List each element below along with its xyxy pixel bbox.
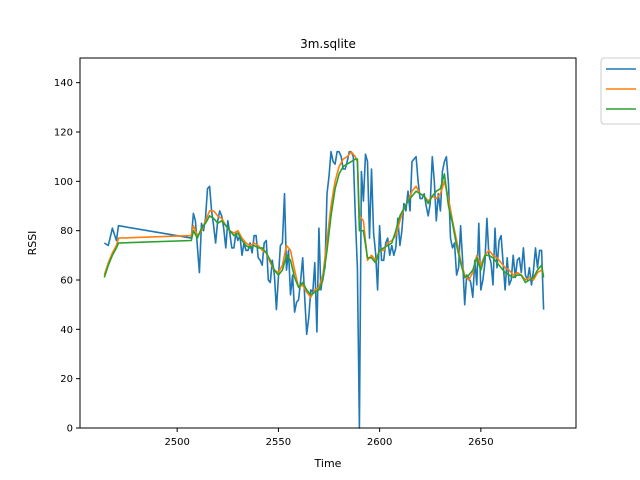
y-tick-label: 100 xyxy=(54,177,73,188)
series-layer xyxy=(103,150,545,429)
y-tick-label: 40 xyxy=(60,325,73,336)
x-axis-label: Time xyxy=(314,457,342,470)
legend xyxy=(600,57,640,125)
x-tick-label: 2500 xyxy=(164,437,189,448)
y-tick-label: 80 xyxy=(60,226,73,237)
series-line-3 xyxy=(103,158,545,296)
x-axis: 2500 2550 2600 2650 xyxy=(164,428,494,448)
y-tick-label: 120 xyxy=(54,128,73,139)
y-tick-label: 140 xyxy=(54,78,73,89)
y-tick-label: 60 xyxy=(60,276,73,287)
y-axis: 0 20 40 60 80 100 120 140 xyxy=(54,78,80,435)
y-tick-label: 0 xyxy=(67,424,73,435)
chart-title: 3m.sqlite xyxy=(300,37,356,51)
plot-frame xyxy=(79,57,577,429)
series-line-1 xyxy=(103,150,545,429)
x-tick-label: 2650 xyxy=(468,437,493,448)
x-tick-label: 2600 xyxy=(367,437,392,448)
y-axis-label: RSSI xyxy=(26,231,39,256)
x-tick-label: 2550 xyxy=(266,437,291,448)
legend-box xyxy=(600,57,640,125)
y-tick-label: 20 xyxy=(60,374,73,385)
